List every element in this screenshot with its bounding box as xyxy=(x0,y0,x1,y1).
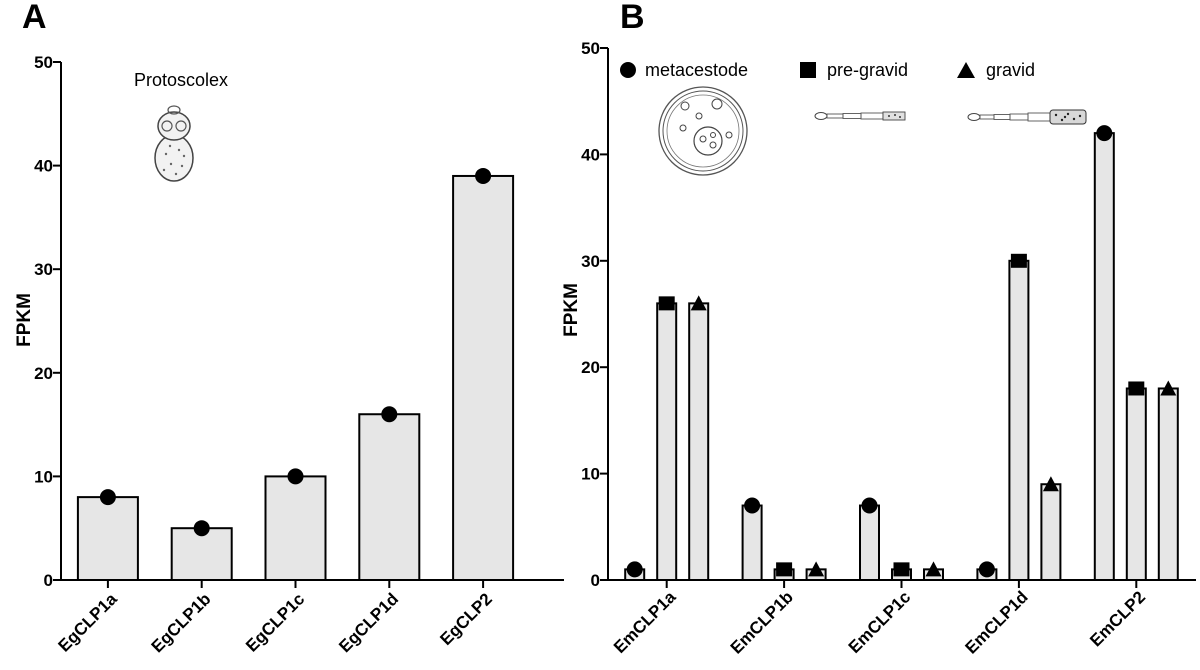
chart-b-legend: metacestode pre-gravid gravid xyxy=(620,60,1035,80)
chart-a-bar xyxy=(452,174,515,582)
chart-b-marker-metacestode xyxy=(978,561,995,578)
chart-a-ylabel: FPKM xyxy=(14,293,35,347)
chart-b-bar-metacestode xyxy=(1093,132,1115,581)
chart-a-bar xyxy=(76,496,139,581)
panel-a-letter: A xyxy=(22,0,47,36)
chart-b-category-label: EmCLP1a xyxy=(610,587,680,657)
protoscolex-illustration xyxy=(154,105,194,182)
chart-a-y-tick-label: 10 xyxy=(34,467,53,486)
chart-b-category-label: EmCLP1c xyxy=(845,587,915,657)
chart-b-marker-pre-gravid xyxy=(893,562,910,577)
chart-a-category-label: EgCLP2 xyxy=(436,589,496,649)
chart-b-y-tick-label: 40 xyxy=(581,145,600,164)
chart-b-marker-gravid xyxy=(1160,380,1177,396)
chart-b-marker-metacestode xyxy=(861,497,878,514)
chart-a-category-label: EgCLP1c xyxy=(242,589,308,655)
chart-b-bar-pre-gravid xyxy=(656,302,678,581)
chart-b-y-tick-label: 0 xyxy=(591,571,600,590)
chart-b-y-tick-label: 50 xyxy=(581,39,600,58)
gravid-worm-illustration xyxy=(967,109,1087,125)
chart-b-marker-metacestode xyxy=(744,497,761,514)
chart-b-bar-gravid xyxy=(1157,387,1179,582)
chart-a-marker xyxy=(99,489,116,506)
chart-b-marker-pre-gravid xyxy=(658,296,675,311)
legend-circle-marker xyxy=(620,62,636,78)
chart-a-marker xyxy=(381,406,398,423)
chart-b-category-label: EmCLP1d xyxy=(962,587,1032,657)
chart-b-marker-pre-gravid xyxy=(1010,253,1027,268)
chart-b-category-label: EmCLP1b xyxy=(727,587,797,657)
chart-b-y-tick-label: 10 xyxy=(581,465,600,484)
chart-b: FPKM metacestode pre-gravid gravid xyxy=(561,39,1196,658)
legend-label-pre-gravid: pre-gravid xyxy=(827,60,908,80)
chart-b-bar-gravid xyxy=(688,302,710,581)
chart-a-bar xyxy=(358,413,421,581)
chart-b-marker-pre-gravid xyxy=(776,562,793,577)
chart-a-y-tick-label: 0 xyxy=(44,571,53,590)
panel-b-letter: B xyxy=(620,0,645,36)
chart-b-bar-metacestode xyxy=(859,504,880,581)
chart-b-category-label: EmCLP2 xyxy=(1086,587,1149,650)
chart-b-marker-gravid xyxy=(1042,476,1059,492)
chart-a-y-tick-label: 30 xyxy=(34,260,53,279)
chart-a-marker xyxy=(193,520,210,537)
pre-gravid-worm-illustration xyxy=(814,111,906,121)
chart-a-marker xyxy=(287,468,304,485)
chart-b-marker-pre-gravid xyxy=(1128,381,1145,396)
chart-a-y-tick-label: 40 xyxy=(34,157,53,176)
chart-a-category-label: EgCLP1a xyxy=(55,589,122,656)
chart-b-y-tick-label: 30 xyxy=(581,252,600,271)
legend-label-metacestode: metacestode xyxy=(645,60,748,80)
chart-b-y-tick-label: 20 xyxy=(581,358,600,377)
chart-a-y-tick-label: 50 xyxy=(34,53,53,72)
chart-b-marker-gravid xyxy=(925,561,942,577)
legend-triangle-marker xyxy=(957,62,975,78)
chart-a-category-label: EgCLP1d xyxy=(335,589,402,656)
chart-b-ylabel: FPKM xyxy=(561,283,582,337)
chart-b-marker-metacestode xyxy=(626,561,643,578)
chart-a: FPKM Protoscolex 0 10 20 30 40 50 EgCLP1a EgCLP… xyxy=(14,53,564,656)
chart-a-y-tick-label: 20 xyxy=(34,364,53,383)
chart-b-marker-gravid xyxy=(690,295,707,311)
chart-a-marker xyxy=(475,167,492,184)
legend-square-marker xyxy=(800,62,816,78)
chart-a-bar xyxy=(264,475,327,581)
protoscolex-annotation: Protoscolex xyxy=(134,70,228,90)
chart-b-bar-metacestode xyxy=(741,504,763,581)
chart-a-category-label: EgCLP1b xyxy=(148,589,215,656)
metacestode-illustration xyxy=(658,86,748,176)
chart-b-bar-pre-gravid xyxy=(1125,387,1147,582)
chart-b-marker-gravid xyxy=(808,561,825,577)
chart-b-bar-pre-gravid xyxy=(1008,259,1030,581)
chart-b-marker-metacestode xyxy=(1096,125,1113,142)
chart-a-bar xyxy=(170,527,233,582)
legend-label-gravid: gravid xyxy=(986,60,1035,80)
chart-b-bar-gravid xyxy=(1040,483,1062,581)
